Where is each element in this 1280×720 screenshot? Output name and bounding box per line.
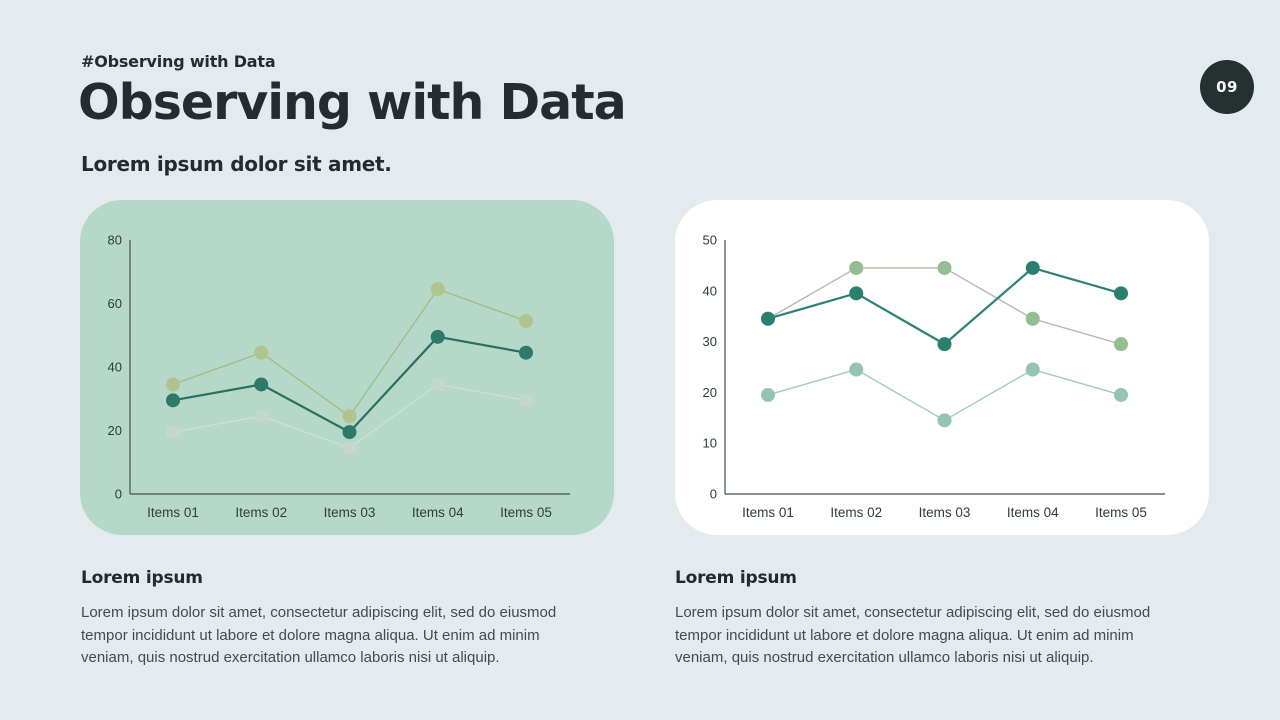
svg-text:Items 01: Items 01 [742,505,794,520]
svg-text:80: 80 [108,233,122,248]
note-block-left: Lorem ipsum Lorem ipsum dolor sit amet, … [81,568,596,670]
page-number: 09 [1216,78,1238,96]
svg-text:Items 01: Items 01 [147,505,199,520]
note-block-right: Lorem ipsum Lorem ipsum dolor sit amet, … [675,568,1190,670]
kicker-heading: #Observing with Data [81,52,276,71]
note-body: Lorem ipsum dolor sit amet, consectetur … [81,604,557,666]
svg-text:20: 20 [703,385,717,400]
svg-text:Items 04: Items 04 [412,505,464,520]
note-heading: Lorem ipsum [81,568,203,588]
svg-text:0: 0 [710,487,717,502]
page-title: Observing with Data [78,74,627,131]
svg-text:0: 0 [115,487,122,502]
page-number-badge: 09 [1200,60,1254,114]
svg-text:60: 60 [108,296,122,311]
chart-card-green: 0 20 40 60 80 Items 01 Items 02 Items 03 Items 0… [80,200,614,535]
svg-text:Items 02: Items 02 [235,505,287,520]
svg-text:30: 30 [703,334,717,349]
svg-text:Items 03: Items 03 [919,505,971,520]
note-body: Lorem ipsum dolor sit amet, consectetur … [675,604,1151,666]
chart-card-white: 0 10 20 30 40 50 Items 01 Items 02 Items 03 Items… [675,200,1209,535]
page-subtitle: Lorem ipsum dolor sit amet. [81,152,392,176]
svg-text:Items 05: Items 05 [500,505,552,520]
svg-text:Items 02: Items 02 [830,505,882,520]
svg-text:20: 20 [108,423,122,438]
svg-text:Items 03: Items 03 [324,505,376,520]
line-chart-right: 0 10 20 30 40 50 Items 01 Items 02 Items 03 Items… [703,233,1165,520]
svg-text:50: 50 [703,233,717,248]
line-chart-left: 0 20 40 60 80 Items 01 Items 02 Items 03 Items 0… [108,233,570,520]
svg-text:40: 40 [108,360,122,375]
svg-text:Items 04: Items 04 [1007,505,1059,520]
note-heading: Lorem ipsum [675,568,797,588]
svg-text:Items 05: Items 05 [1095,505,1147,520]
svg-text:10: 10 [703,436,717,451]
svg-text:40: 40 [703,283,717,298]
